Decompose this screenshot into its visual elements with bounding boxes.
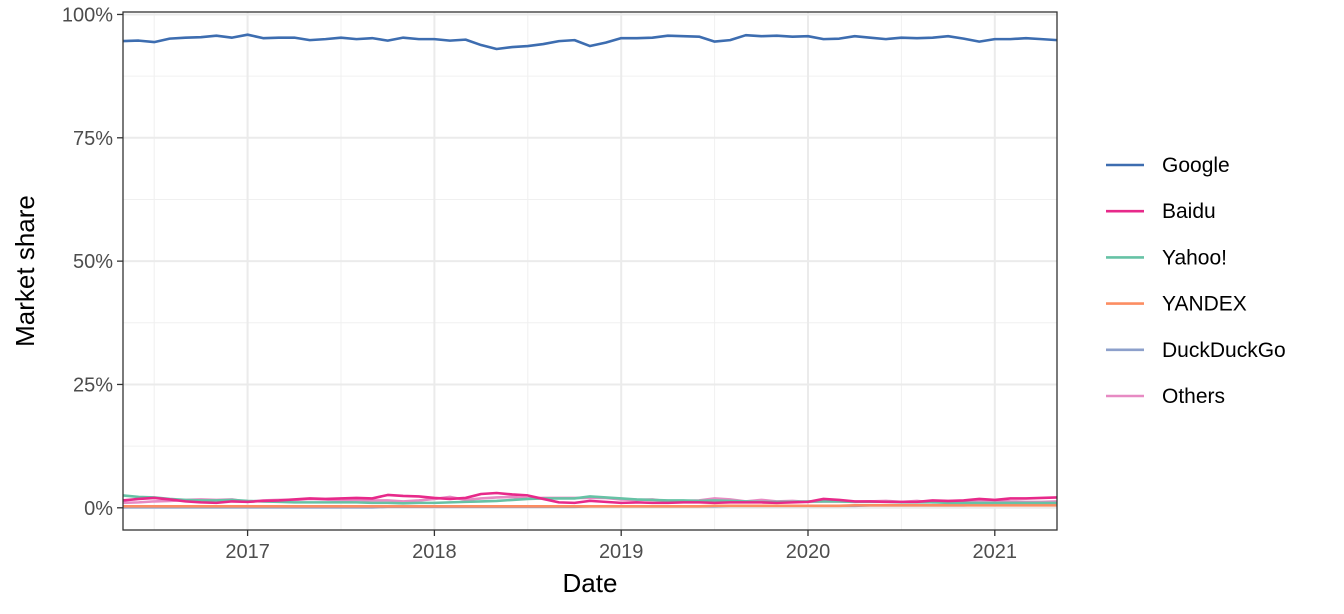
y-axis-title: Market share [10,195,40,347]
plot-border [122,11,1058,531]
series-line-baidu [122,491,1058,505]
legend-label-yandex: YANDEX [1162,293,1247,316]
x-tick-label: 2017 [225,541,270,563]
x-axis: 2017 2018 2019 2020 2021 [225,530,1017,563]
legend-label-others: Others [1162,385,1225,408]
legend: Google Baidu Yahoo! YANDEX DuckDuckGo Others [1106,154,1286,408]
grid-major [123,12,1057,530]
y-tick-label: 100% [62,4,113,26]
x-tick-label: 2020 [786,541,831,563]
y-tick-label: 50% [73,251,113,273]
legend-label-baidu: Baidu [1162,200,1216,223]
plot-background [123,12,1057,530]
y-tick-label: 25% [73,374,113,396]
series-line-google [122,33,1058,51]
x-tick-label: 2019 [599,541,644,563]
legend-label-google: Google [1162,154,1230,177]
x-axis-title: Date [563,568,618,598]
legend-label-yahoo-: Yahoo! [1162,246,1227,269]
y-tick-label: 75% [73,128,113,150]
y-tick-label: 0% [84,498,113,520]
series-lines [122,33,1058,509]
legend-label-duckduckgo: DuckDuckGo [1162,339,1286,362]
x-tick-label: 2018 [412,541,457,563]
y-axis: 0% 25% 50% 75% 100% [62,4,123,520]
x-tick-label: 2021 [973,541,1018,563]
series-line-yandex [123,504,1057,508]
grid-minor [123,12,1057,530]
